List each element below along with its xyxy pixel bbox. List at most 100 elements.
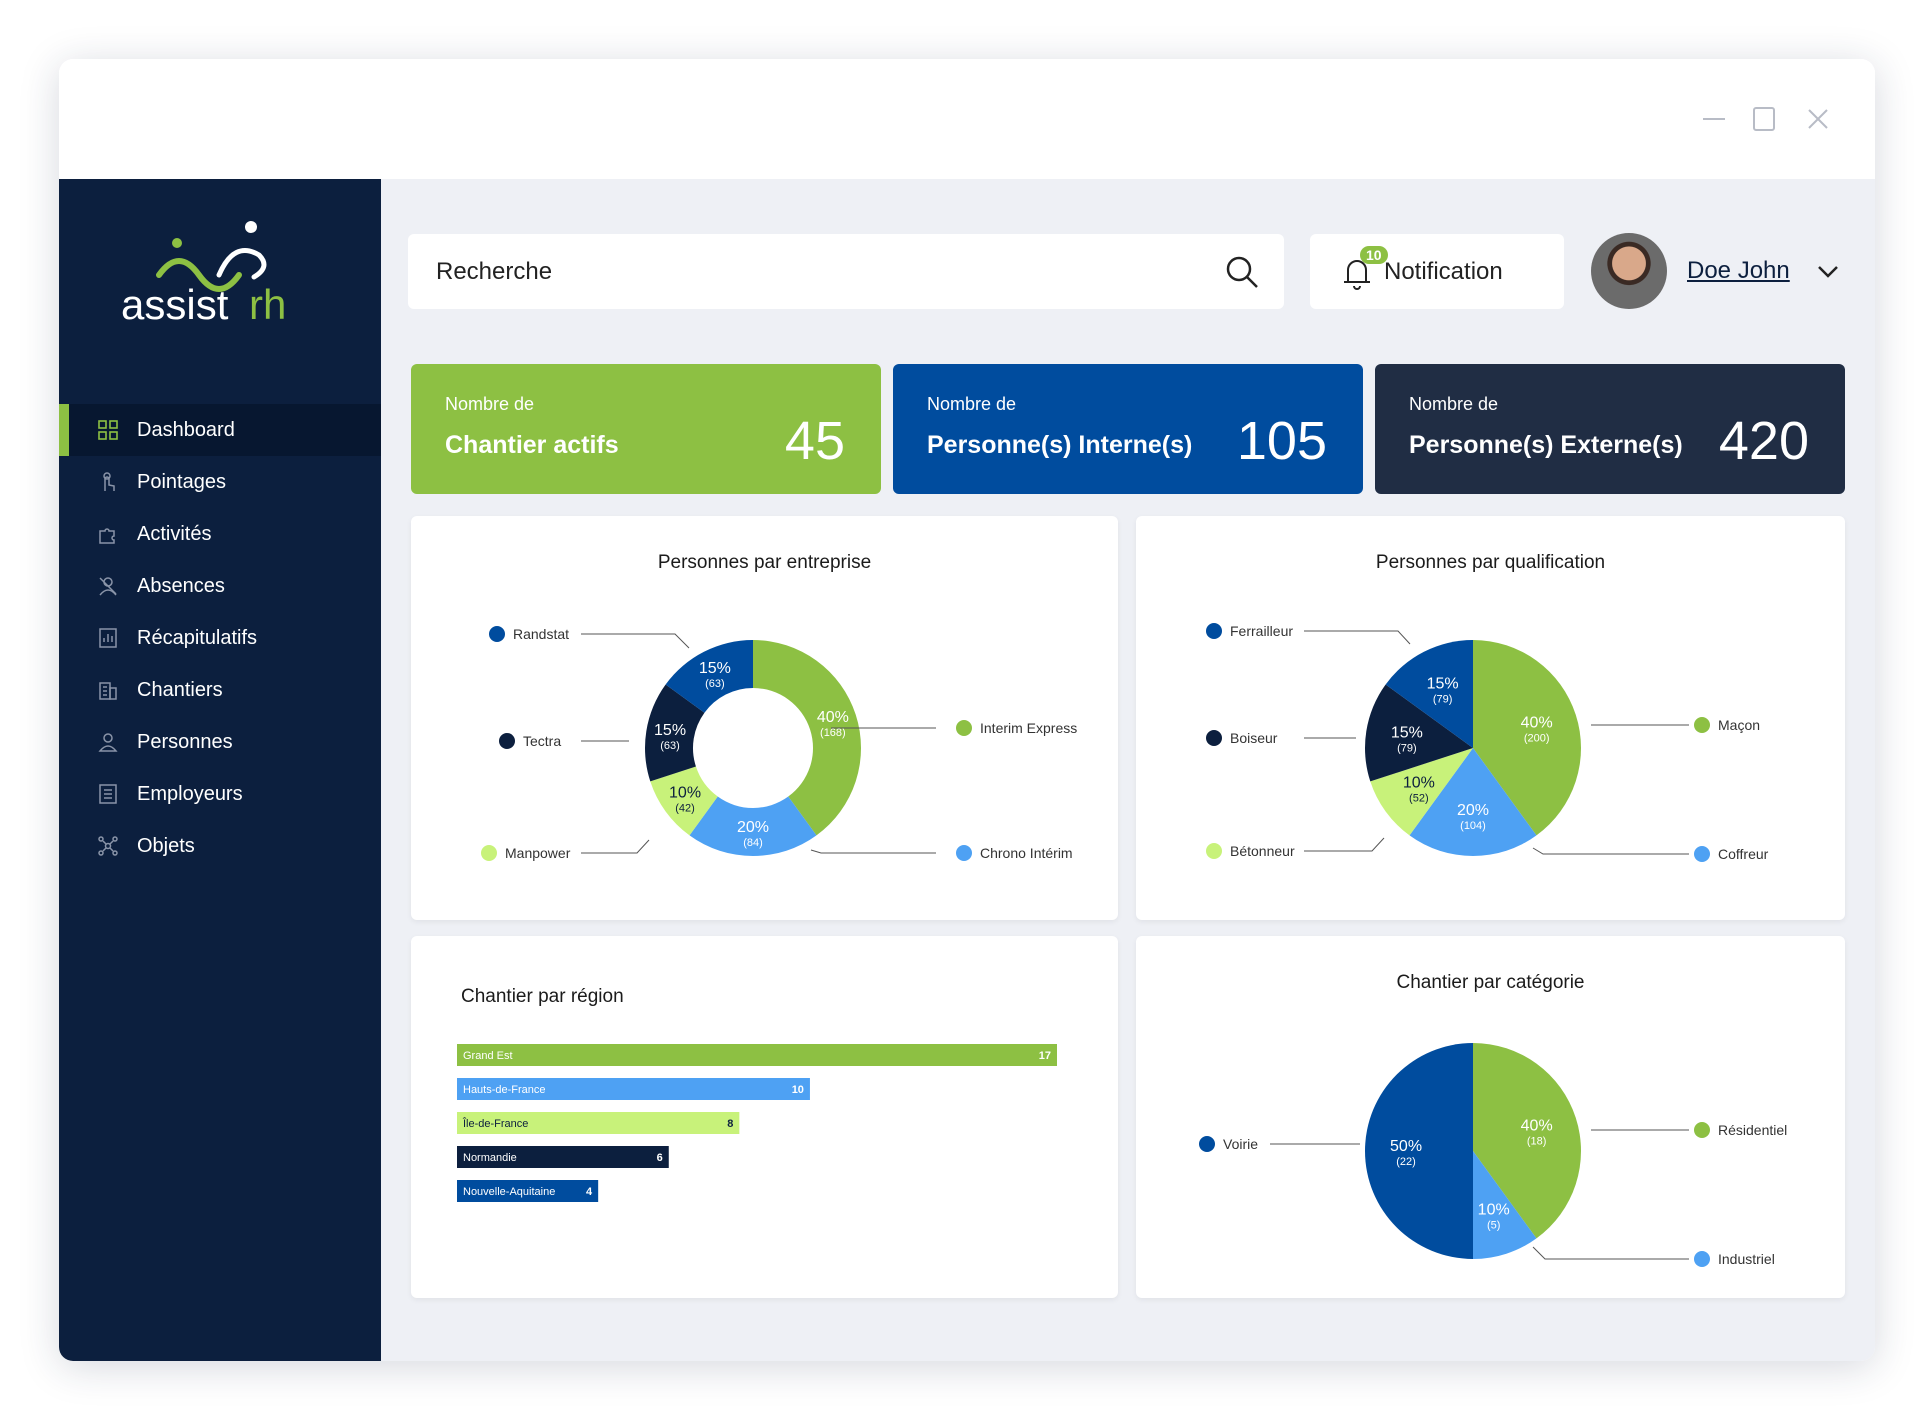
stat-card-externes: Nombre de Personne(s) Externe(s) 420 — [1375, 364, 1845, 494]
sidebar-item-activites[interactable]: Activités — [59, 508, 381, 560]
slice-count-label: (168) — [820, 727, 846, 739]
search-bar[interactable]: Recherche — [408, 234, 1284, 309]
leader-line — [1532, 1246, 1689, 1260]
pie-slice — [1473, 1151, 1537, 1259]
stat-card-internes: Nombre de Personne(s) Interne(s) 105 — [893, 364, 1363, 494]
search-input[interactable]: Recherche — [436, 257, 553, 285]
avatar[interactable] — [1591, 233, 1667, 309]
stat-label: Nombre de — [1409, 394, 1499, 414]
slice-count-label: (79) — [1397, 743, 1417, 755]
legend-label: Coffreur — [1718, 846, 1769, 862]
bar-category-label: Hauts-de-France — [463, 1084, 546, 1096]
legend-label: Manpower — [505, 845, 571, 861]
chart-title: Personnes par entreprise — [657, 552, 872, 573]
search-icon[interactable] — [1222, 252, 1262, 292]
sidebar-nav: Dashboard Pointages Activités Absences R… — [59, 404, 381, 872]
sidebar-item-chantiers[interactable]: Chantiers — [59, 664, 381, 716]
list-icon — [97, 783, 119, 805]
sidebar-item-objets[interactable]: Objets — [59, 820, 381, 872]
slice-percent-label: 10% — [1478, 1202, 1510, 1219]
sidebar-item-personnes[interactable]: Personnes — [59, 716, 381, 768]
pie-slice — [1473, 1043, 1581, 1239]
slice-percent-label: 15% — [699, 660, 731, 677]
chevron-down-icon[interactable] — [1816, 259, 1840, 283]
stat-title: Personne(s) Externe(s) — [1409, 431, 1683, 459]
legend-dot — [1206, 730, 1222, 746]
stat-label: Nombre de — [927, 394, 1017, 414]
slice-count-label: (84) — [743, 837, 763, 849]
legend-dot — [1199, 1136, 1215, 1152]
bar-value-label: 8 — [727, 1118, 733, 1130]
slice-count-label: (63) — [705, 678, 725, 690]
bar — [457, 1078, 810, 1100]
sidebar: assist rh Dashboard Pointages Activités … — [59, 179, 381, 1361]
bar-value-label: 4 — [586, 1186, 593, 1198]
sidebar-item-label: Pointages — [137, 470, 226, 493]
pie-slice — [1370, 748, 1473, 836]
sidebar-item-label: Récapitulatifs — [137, 626, 258, 649]
leader-line — [581, 839, 650, 854]
slice-percent-label: 40% — [817, 709, 849, 726]
user-name-link[interactable]: Doe John — [1687, 257, 1790, 284]
slice-count-label: (52) — [1409, 792, 1429, 804]
close-icon[interactable] — [1803, 105, 1833, 135]
bar-category-label: Île-de-France — [462, 1117, 528, 1130]
legend-label: Industriel — [1718, 1251, 1775, 1267]
pie-slice — [1365, 1043, 1473, 1259]
pie-slice — [645, 684, 705, 782]
minimize-icon[interactable] — [1699, 105, 1729, 135]
sidebar-item-absences[interactable]: Absences — [59, 560, 381, 612]
pie-slice — [665, 640, 753, 713]
stat-title: Chantier actifs — [445, 431, 619, 459]
notification-label: Notification — [1384, 257, 1503, 285]
chart-card-qualification: Personnes par qualification 40% (200) Maço… — [1136, 516, 1845, 920]
leader-line — [810, 849, 936, 854]
sidebar-item-recapitulatifs[interactable]: Récapitulatifs — [59, 612, 381, 664]
bar — [457, 1112, 740, 1134]
notification-button[interactable]: 10 Notification — [1310, 234, 1564, 309]
legend-dot — [956, 845, 972, 861]
bar-chart-region: Grand Est 17 Hauts-de-France 10 Île-de-Franc… — [457, 1044, 1057, 1202]
leader-line — [1304, 837, 1385, 852]
slice-percent-label: 20% — [1457, 802, 1489, 819]
slice-count-label: (5) — [1487, 1220, 1500, 1232]
legend-label: Voirie — [1223, 1136, 1258, 1152]
legend-label: Boiseur — [1230, 730, 1278, 746]
bar-category-label: Normandie — [463, 1152, 517, 1164]
legend-dot — [1694, 1122, 1710, 1138]
svg-text:assist: assist — [121, 281, 229, 325]
legend-dot — [1206, 623, 1222, 639]
assist-rh-logo[interactable]: assist rh — [119, 215, 319, 328]
pie-slice — [753, 640, 861, 836]
bar — [457, 1180, 599, 1202]
sidebar-item-label: Personnes — [137, 730, 233, 753]
sidebar-item-label: Objets — [137, 834, 195, 857]
legend-dot — [956, 720, 972, 736]
molecule-icon — [97, 835, 119, 857]
building-icon — [97, 679, 119, 701]
sidebar-item-dashboard[interactable]: Dashboard — [59, 404, 381, 456]
sidebar-item-label: Chantiers — [137, 678, 223, 701]
pie-chart-entreprise: 40%(168) Interim Express 20%(84) Chrono Int… — [481, 626, 1077, 861]
person-off-icon — [97, 575, 119, 597]
legend-label: Tectra — [523, 733, 561, 749]
chart-title: Chantier par région — [461, 986, 624, 1007]
sidebar-item-label: Activités — [137, 522, 212, 545]
legend-dot — [1694, 717, 1710, 733]
user-menu[interactable]: Doe John — [1591, 232, 1840, 310]
slice-percent-label: 15% — [654, 722, 686, 739]
sidebar-item-employeurs[interactable]: Employeurs — [59, 768, 381, 820]
sidebar-item-pointages[interactable]: Pointages — [59, 456, 381, 508]
maximize-icon[interactable] — [1749, 105, 1779, 135]
pie-slice — [1409, 748, 1537, 856]
slice-percent-label: 40% — [1521, 714, 1553, 731]
pie-slice — [1365, 684, 1473, 782]
report-icon — [97, 627, 119, 649]
slice-count-label: (200) — [1524, 732, 1550, 744]
title-bar — [59, 59, 1875, 179]
legend-dot — [1694, 846, 1710, 862]
stat-title: Personne(s) Interne(s) — [927, 431, 1193, 459]
legend-dot — [1694, 1251, 1710, 1267]
stat-value: 420 — [1718, 411, 1809, 471]
stat-card-chantiers: Nombre de Chantier actifs 45 — [411, 364, 881, 494]
